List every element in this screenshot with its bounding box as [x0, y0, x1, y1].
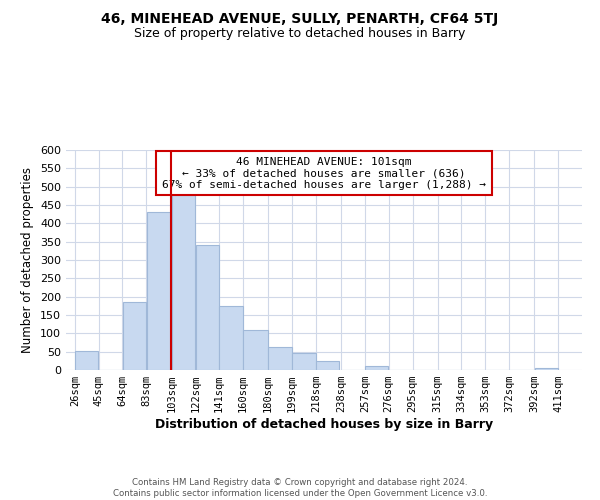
Bar — [244, 330, 268, 370]
Y-axis label: Number of detached properties: Number of detached properties — [22, 167, 34, 353]
Bar — [316, 361, 340, 370]
Text: Size of property relative to detached houses in Barry: Size of property relative to detached ho… — [134, 28, 466, 40]
Text: Contains HM Land Registry data © Crown copyright and database right 2024.
Contai: Contains HM Land Registry data © Crown c… — [113, 478, 487, 498]
Bar — [146, 212, 171, 370]
Bar — [123, 302, 146, 370]
Bar — [75, 350, 98, 370]
Bar — [365, 366, 388, 370]
Bar — [292, 353, 316, 370]
Bar — [535, 368, 558, 370]
Bar — [268, 347, 292, 370]
Bar — [220, 306, 243, 370]
Text: 46 MINEHEAD AVENUE: 101sqm
← 33% of detached houses are smaller (636)
67% of sem: 46 MINEHEAD AVENUE: 101sqm ← 33% of deta… — [162, 156, 486, 190]
Bar — [196, 246, 219, 370]
X-axis label: Distribution of detached houses by size in Barry: Distribution of detached houses by size … — [155, 418, 493, 431]
Bar — [172, 196, 195, 370]
Text: 46, MINEHEAD AVENUE, SULLY, PENARTH, CF64 5TJ: 46, MINEHEAD AVENUE, SULLY, PENARTH, CF6… — [101, 12, 499, 26]
